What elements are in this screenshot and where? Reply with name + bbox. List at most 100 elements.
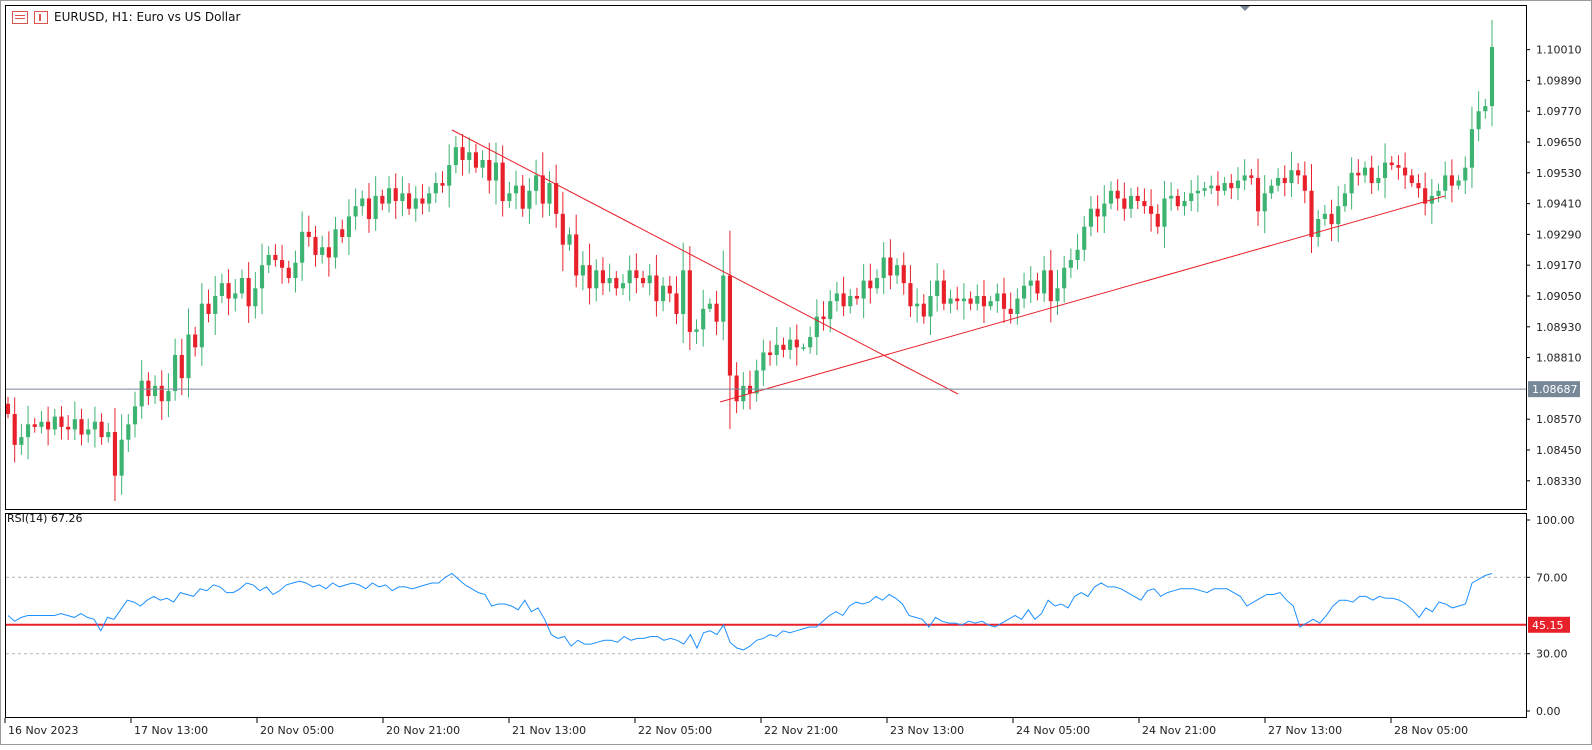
candle-body [995,293,1000,302]
candle-body [854,295,860,299]
candle-body [1001,293,1007,309]
candle-body [1249,175,1254,178]
candle-body [794,339,799,348]
candle-body [320,247,325,255]
rsi-pane[interactable] [5,513,1527,718]
candle-body [921,303,926,317]
candle-body [286,267,291,279]
candle-body [681,270,686,314]
candle-body [1095,208,1100,217]
candle-body [1269,185,1274,194]
rsi-tick-label: 0.00 [1536,705,1561,718]
price-tick-label: 1.09290 [1536,228,1582,241]
candle-body [233,293,238,299]
candle-body [1255,177,1261,212]
candle-body [814,316,819,338]
candle-body [988,301,993,307]
candle-body [874,278,880,289]
candle-body [774,344,779,356]
candle-body [193,334,198,348]
candle-body [888,257,893,276]
candle-body [701,308,706,330]
candle-body [300,231,305,263]
candle-body [5,403,11,415]
candle-body [1316,219,1321,237]
candle-body [534,175,539,191]
candle-body [868,280,873,289]
time-tick-label: 21 Nov 13:00 [512,724,586,737]
candle-body [968,298,973,304]
candle-body [1202,188,1207,191]
price-tick-label: 1.09890 [1536,74,1582,87]
candle-body [1135,195,1140,202]
candle-body [173,355,178,391]
candle-body [420,198,425,204]
candle-body [1222,183,1227,191]
candle-body [908,283,913,307]
candle-body [1242,175,1247,181]
candle-body [1289,170,1294,184]
candle-body [915,303,920,307]
candle-body [273,254,278,261]
candle-body [767,352,773,356]
candle-body [1403,167,1408,176]
candle-body [747,385,753,394]
candle-body [126,424,131,440]
price-pane[interactable] [5,5,1527,510]
candle-body [1463,167,1468,181]
candle-body [1042,270,1047,294]
chart-window-icon[interactable] [12,10,28,24]
candle-body [694,329,699,332]
candle-body [480,159,485,168]
candle-body [1075,249,1080,261]
candle-body [179,355,184,379]
candle-body [360,198,365,207]
candles-group [5,20,1495,501]
candle-body [112,432,118,476]
candle-body [340,229,345,237]
time-tick-label: 23 Nov 13:00 [890,724,964,737]
time-tick-label: 22 Nov 21:00 [764,724,838,737]
candle-body [12,414,17,445]
candle-body [1409,175,1414,184]
candle-body [1356,172,1361,176]
time-tick-label: 17 Nov 13:00 [134,724,208,737]
rsi-tick-label: 100.00 [1536,514,1575,527]
candle-body [941,280,946,304]
candle-body [25,424,31,438]
candle-body [1456,180,1461,186]
candle-body [380,195,385,204]
trendlines [451,129,1446,403]
candle-body [1349,172,1354,194]
candle-body [620,283,626,289]
price-tick-label: 1.08930 [1536,321,1582,334]
candle-body [1489,47,1495,107]
candle-body [32,424,37,427]
candle-body [1469,129,1475,168]
candle-body [828,301,833,320]
candle-body [1209,185,1214,189]
time-axis: 16 Nov 2023 17 Nov 13:00 20 Nov 05:00 20 No… [4,718,1468,737]
price-tick-label: 1.09050 [1536,290,1582,303]
candle-body [259,265,265,289]
candle-body [654,275,659,302]
time-tick-label: 28 Nov 05:00 [1394,724,1468,737]
candle-body [152,385,158,397]
candle-body [808,337,813,348]
candle-body [928,295,933,317]
time-tick-label: 20 Nov 21:00 [386,724,460,737]
candle-body [447,165,452,186]
candle-body [1322,213,1327,220]
candle-body [46,421,51,430]
candle-body [881,257,886,279]
candle-body [948,298,953,304]
candle-body [1449,175,1454,186]
candle-body [507,193,512,202]
candle-body [159,385,164,402]
chart-type-icon[interactable] [34,10,48,24]
shift-marker-icon[interactable] [1240,6,1250,11]
candle-body [901,265,906,284]
rsi-line [7,572,1493,651]
